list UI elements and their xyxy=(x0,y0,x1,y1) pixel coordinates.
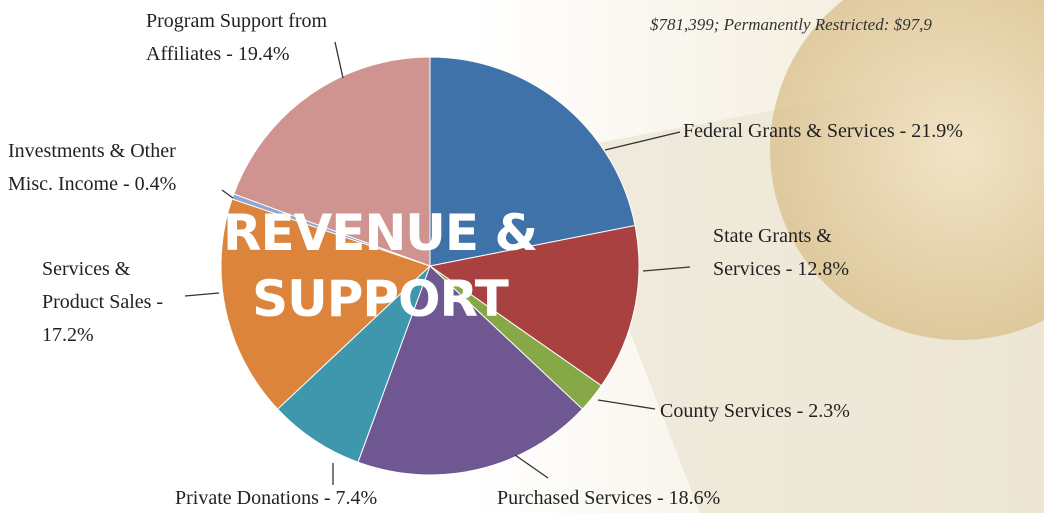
pie-slice xyxy=(276,265,431,463)
leader-line xyxy=(514,454,549,479)
slice-label: State Grants & Services - 12.8% xyxy=(713,225,849,280)
leader-line xyxy=(184,292,220,297)
slice-label: Services & Product Sales -17.2% xyxy=(42,258,163,346)
pie-slice xyxy=(429,56,636,267)
slice-label: Investments & Other Misc. Income - 0.4% xyxy=(8,140,176,195)
leader-line xyxy=(221,189,234,199)
leader-line xyxy=(642,266,691,272)
pie-slice xyxy=(220,198,431,410)
note: $781,399; Permanently Restricted: $97,9 xyxy=(650,15,932,34)
slice-label: County Services - 2.3% xyxy=(660,400,850,422)
pie xyxy=(220,56,640,476)
slice-label: Federal Grants & Services - 21.9% xyxy=(683,120,963,142)
slice-label: Purchased Services - 18.6% xyxy=(497,487,720,509)
leader-line xyxy=(334,41,344,79)
pie-slice xyxy=(428,224,640,387)
pie-slice xyxy=(357,265,584,476)
slice-label: Program Support from Affiliates - 19.4% xyxy=(146,10,328,65)
labels: Federal Grants & Services - 21.9% State G… xyxy=(8,10,963,509)
chart-title: REVENUE & SUPPORT xyxy=(223,204,537,328)
leader-line xyxy=(604,131,681,151)
coin xyxy=(770,0,1044,340)
pie-slice xyxy=(233,56,431,267)
slice-label: Private Donations - 7.4% xyxy=(175,487,377,509)
leader-line xyxy=(597,399,656,410)
